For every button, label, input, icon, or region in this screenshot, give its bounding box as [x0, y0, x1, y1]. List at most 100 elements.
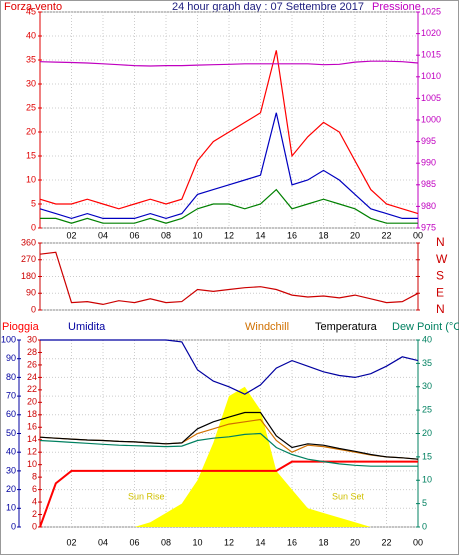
y-tick-label: 40 [6, 447, 16, 457]
y3-tick-label: 30 [27, 334, 37, 344]
y2-tick-label: 990 [421, 158, 436, 168]
y2-tick-label: 35 [422, 358, 432, 368]
x-tick-label: 12 [224, 230, 234, 240]
y-tick-label: 100 [1, 334, 16, 344]
legend-entry: Dew Point (°C [392, 321, 459, 333]
y-tick-label: 20 [26, 126, 36, 136]
y3-tick-label: 8 [32, 472, 37, 482]
y3-tick-label: 16 [27, 422, 37, 432]
x-tick-label: 08 [161, 537, 171, 547]
y2-tick-label: 25 [422, 405, 432, 415]
line [39, 112, 418, 220]
y-tick-label: 270 [21, 254, 36, 264]
x-tick-label: 16 [287, 537, 297, 547]
y-tick-label: 70 [6, 390, 16, 400]
y-tick-label: 180 [21, 271, 36, 281]
y2-tick-label: 30 [422, 381, 432, 391]
y2-tick-label: N [436, 235, 445, 249]
legend-entry: Umidita [68, 321, 106, 333]
y2-tick-label: 0 [422, 521, 427, 531]
x-tick-label: 14 [255, 537, 265, 547]
y3-tick-label: 10 [27, 459, 37, 469]
y3-tick-label: 24 [27, 372, 37, 382]
y-tick-label: 60 [6, 409, 16, 419]
y-tick-label: 10 [26, 174, 36, 184]
y-tick-label: 30 [6, 465, 16, 475]
line [39, 411, 419, 460]
y2-tick-label: 5 [422, 498, 427, 508]
x-tick-label: 16 [287, 230, 297, 240]
y2-tick-label: 1025 [421, 6, 441, 16]
x-tick-label: 02 [66, 230, 76, 240]
y2-tick-label: 975 [421, 222, 436, 232]
y3-tick-label: 26 [27, 359, 37, 369]
x-tick-label: 18 [318, 537, 328, 547]
y2-tick-label: 1005 [421, 93, 441, 103]
y-tick-label: 10 [6, 503, 16, 513]
line [39, 50, 419, 215]
y2-tick-label: W [436, 252, 448, 266]
y2-tick-label: 20 [422, 428, 432, 438]
line [40, 188, 418, 224]
x-tick-label: 02 [66, 537, 76, 547]
x-tick-label: 08 [161, 230, 171, 240]
x-tick-label: 10 [192, 537, 202, 547]
y-tick-label: 0 [11, 521, 16, 531]
x-tick-label: 04 [98, 230, 108, 240]
y2-tick-label: 1020 [421, 28, 441, 38]
y2-tick-label: 980 [421, 201, 436, 211]
line [39, 60, 419, 67]
legend-entry: Temperatura [315, 321, 378, 333]
y2-tick-label: S [436, 269, 444, 283]
y2-tick-label: 1000 [421, 114, 441, 124]
area [40, 386, 418, 527]
y-tick-label: 360 [21, 237, 36, 247]
legend-entry: Windchill [245, 321, 289, 333]
y3-tick-label: 18 [27, 409, 37, 419]
y2-tick-label: 40 [422, 334, 432, 344]
y3-tick-label: 4 [32, 496, 37, 506]
y2-tick-label: E [436, 285, 444, 299]
y-tick-label: 80 [6, 372, 16, 382]
y-tick-label: 0 [31, 222, 36, 232]
annotation: Sun Rise [128, 491, 165, 501]
y3-tick-label: 12 [27, 447, 37, 457]
line [39, 432, 418, 467]
y-tick-label: 30 [26, 78, 36, 88]
y-tick-label: 25 [26, 102, 36, 112]
y-tick-label: 15 [26, 150, 36, 160]
y-tick-label: 5 [31, 198, 36, 208]
line [40, 339, 419, 395]
y-tick-label: 90 [26, 288, 36, 298]
x-tick-label: 14 [255, 230, 265, 240]
line [39, 251, 419, 306]
y-tick-label: 0 [31, 304, 36, 314]
y3-tick-label: 0 [32, 521, 37, 531]
y3-tick-label: 6 [32, 484, 37, 494]
y-tick-label: 35 [26, 54, 36, 64]
y2-tick-label: 15 [422, 451, 432, 461]
x-tick-label: 18 [318, 230, 328, 240]
x-tick-label: 06 [129, 230, 139, 240]
x-tick-label: 04 [98, 537, 108, 547]
annotation: Sun Set [332, 491, 365, 501]
y-tick-label: 50 [6, 428, 16, 438]
pressure-axis-label: Pressione [372, 1, 421, 13]
line [39, 460, 418, 528]
wind-axis-label: Forza vento [4, 1, 62, 13]
x-tick-label: 20 [350, 230, 360, 240]
y2-tick-label: 1010 [421, 71, 441, 81]
x-tick-label: 22 [381, 537, 391, 547]
y2-tick-label: 10 [422, 475, 432, 485]
y3-tick-label: 22 [27, 384, 37, 394]
x-tick-label: 00 [413, 230, 423, 240]
legend-entry: Pioggia [2, 321, 40, 333]
x-tick-label: 22 [381, 230, 391, 240]
y3-tick-label: 14 [27, 434, 37, 444]
y-tick-label: 20 [6, 484, 16, 494]
y-tick-label: 90 [6, 353, 16, 363]
x-tick-label: 06 [129, 537, 139, 547]
y-tick-label: 40 [26, 30, 36, 40]
y3-tick-label: 2 [32, 509, 37, 519]
